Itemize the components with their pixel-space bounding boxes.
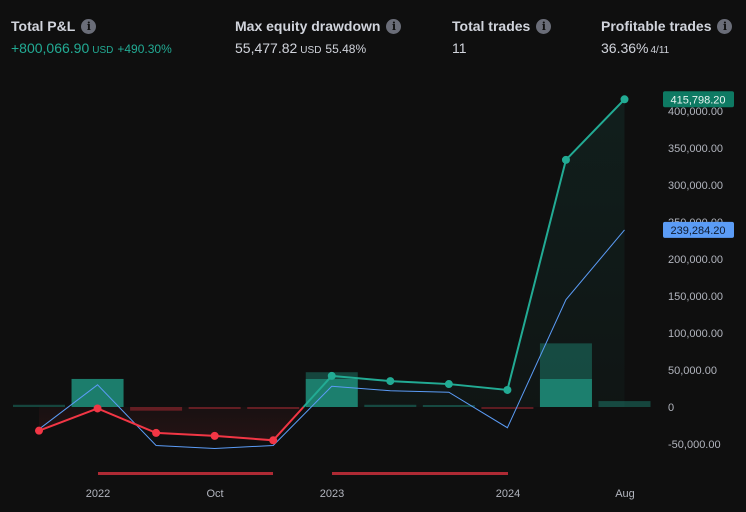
stat-value: +800,066.90 xyxy=(11,40,90,56)
stat-unit: USD xyxy=(300,45,322,56)
stat-total-trades: Total trades i 11 xyxy=(452,18,552,56)
stat-percent: +490.30% xyxy=(117,42,172,56)
x-tick-label: 2024 xyxy=(496,488,520,500)
y-tick-label: 100,000.00 xyxy=(668,328,723,340)
equity-point[interactable] xyxy=(93,404,102,413)
equity-point[interactable] xyxy=(152,428,161,437)
stat-value: 55,477.82 xyxy=(235,40,298,56)
equity-line-negative xyxy=(38,406,305,442)
equity-point[interactable] xyxy=(386,377,395,386)
y-tick-label: 350,000.00 xyxy=(668,143,723,155)
y-tick-label: 150,000.00 xyxy=(668,291,723,303)
equity-negative-area xyxy=(39,407,304,441)
trade-bar-profit xyxy=(71,379,124,407)
trade-bar[interactable] xyxy=(130,407,183,411)
x-tick-label: 2023 xyxy=(320,488,344,500)
trade-bar[interactable] xyxy=(598,401,651,407)
equity-point[interactable] xyxy=(561,155,570,164)
stat-value: 36.36% xyxy=(601,40,649,56)
trade-bar[interactable] xyxy=(422,405,475,407)
equity-positive-area xyxy=(303,99,625,408)
y-tick-label: 300,000.00 xyxy=(668,180,723,192)
stat-label: Total trades xyxy=(452,18,531,34)
stat-label: Profitable trades xyxy=(601,18,712,34)
equity-point[interactable] xyxy=(269,436,278,445)
stat-max-drawdown: Max equity drawdown i 55,477.82 USD 55.48% xyxy=(235,18,402,56)
trade-bar-profit xyxy=(539,379,592,407)
x-tick-label: 2022 xyxy=(86,488,110,500)
trade-bar[interactable] xyxy=(481,407,534,409)
drawdown-marker xyxy=(332,472,508,475)
trade-bar[interactable] xyxy=(247,407,300,409)
trade-bar[interactable] xyxy=(188,407,241,409)
equity-point[interactable] xyxy=(620,95,629,104)
trade-bar-profit xyxy=(305,379,358,407)
stat-fraction: 4/11 xyxy=(650,45,670,56)
equity-point[interactable] xyxy=(503,385,512,394)
stat-label: Total P&L xyxy=(11,18,76,34)
x-tick-label: Aug xyxy=(615,488,635,500)
stats-header: Total P&L i +800,066.90 USD +490.30% Max e… xyxy=(0,0,746,70)
x-tick-label: Oct xyxy=(206,488,223,500)
drawdown-marker xyxy=(98,472,273,475)
equity-last-value: 415,798.20 xyxy=(670,94,725,106)
y-tick-label: 50,000.00 xyxy=(668,365,717,377)
trade-bar[interactable] xyxy=(13,404,65,407)
stat-total-pnl: Total P&L i +800,066.90 USD +490.30% xyxy=(11,18,172,56)
info-icon[interactable]: i xyxy=(717,18,733,34)
stat-profitable-trades: Profitable trades i 36.36% 4/11 xyxy=(601,18,733,56)
y-tick-label: 0 xyxy=(668,402,674,414)
stat-unit: USD xyxy=(92,45,114,56)
y-tick-label: 200,000.00 xyxy=(668,254,723,266)
stat-value: 11 xyxy=(452,40,467,56)
equity-point[interactable] xyxy=(35,426,43,435)
info-icon[interactable]: i xyxy=(81,18,97,34)
equity-last-value-bg xyxy=(663,91,734,108)
info-icon[interactable]: i xyxy=(386,18,402,34)
info-icon[interactable]: i xyxy=(536,18,552,34)
buy-hold-last-value-bg xyxy=(663,221,734,238)
stat-label: Max equity drawdown xyxy=(235,18,381,34)
y-tick-label: 400,000.00 xyxy=(668,106,723,118)
equity-point[interactable] xyxy=(210,431,219,440)
equity-point[interactable] xyxy=(444,380,453,389)
trade-bar[interactable] xyxy=(364,404,417,407)
stat-percent: 55.48% xyxy=(325,42,367,56)
buy-hold-last-value: 239,284.20 xyxy=(670,225,725,237)
y-tick-label: -50,000.00 xyxy=(668,439,721,451)
equity-point[interactable] xyxy=(327,371,336,380)
